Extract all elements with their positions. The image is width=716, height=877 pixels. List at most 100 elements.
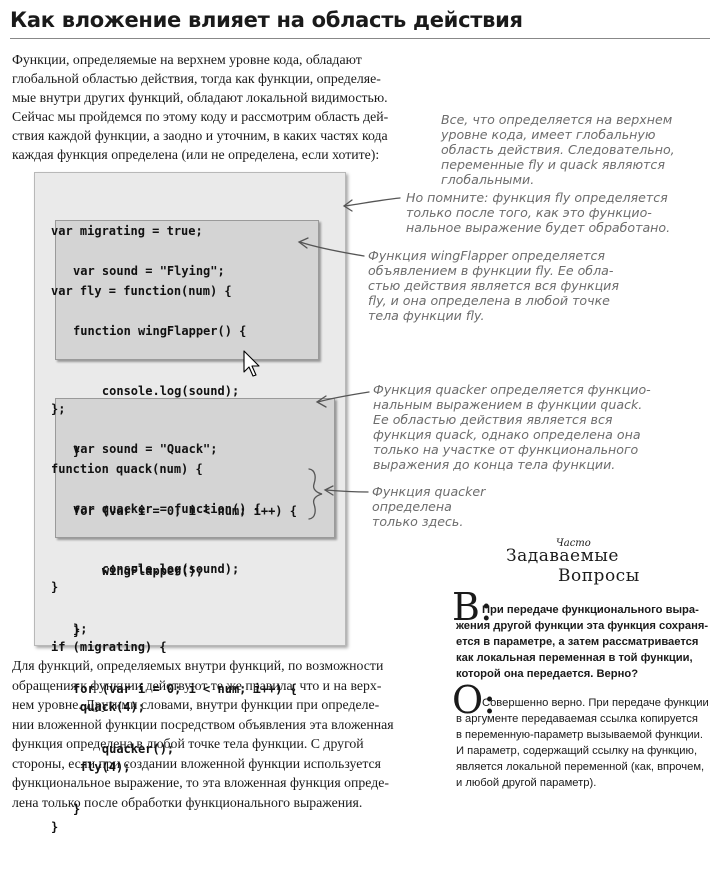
faq-question-line: При передаче функционального выра- (482, 604, 699, 616)
outro-line: Для функций, определяемых внутри функций… (12, 658, 384, 673)
faq-question-marker: В: (452, 585, 493, 629)
note-line: определена (372, 499, 452, 514)
code-line: function wingFlapper() { (73, 324, 247, 338)
note-line: объявлением в функции fly. Ее обла- (368, 263, 614, 278)
code-outer: }; function quack(num) { (51, 359, 203, 519)
mouse-cursor-icon (243, 350, 260, 377)
faq-answer: Совершенно верно. При передаче функции в… (456, 695, 709, 791)
faq-question-line: как локальная переменная в той функции, (456, 652, 693, 664)
arrow-to-fly (344, 197, 401, 207)
intro-line: мые внутри других функций, обладают лока… (12, 90, 388, 105)
faq-answer-line: в переменную-параметр вызываемой функции… (456, 729, 703, 741)
faq-header-small: Часто (556, 538, 591, 549)
fly-function-block (55, 220, 319, 360)
note-line: функция quack, однако определена она (373, 427, 641, 442)
code-line: } (73, 624, 81, 638)
note-line: переменные fly и quack являются (441, 157, 665, 172)
code-line: var fly = function(num) { (51, 284, 232, 298)
arrow-to-quacker (317, 391, 370, 403)
outro-line: стороны, если при создании вложенной фун… (12, 755, 381, 771)
code-line: function quack(num) { (51, 462, 203, 476)
annotation-arrows (243, 197, 401, 520)
code-outer: var migrating = true; var fly = function… (51, 181, 232, 341)
note-line: уровне кода, имеет глобальную (441, 127, 656, 142)
intro-line: глобальной областью действия, тогда как … (12, 71, 381, 86)
note-line: выражения до конца тела функции. (373, 457, 616, 472)
faq-header-word: Задаваемые (506, 546, 619, 566)
code-line: for (var i = 0; i < num; i++) { (73, 504, 297, 518)
code-line: } (73, 444, 81, 458)
faq-header-word: Вопросы (558, 566, 640, 586)
note-line: нальное выражение будет обработано. (406, 220, 671, 235)
quack-function-block (55, 398, 335, 538)
faq-answer-line: является локальной переменной (как, впро… (456, 761, 705, 773)
note-quacker-expression: Функция quacker определяется функцио- на… (373, 382, 651, 472)
note-line: только после того, как это функцио- (406, 205, 652, 220)
code-line: } (51, 580, 59, 594)
note-quacker-defined-here: Функция quacker определена только здесь. (372, 484, 485, 529)
note-line: нальным выражением в функции quack. (373, 397, 643, 412)
page-title: Как вложение влияет на область действия (10, 8, 523, 32)
note-line: Ее областью действия является вся (373, 412, 613, 427)
outro-paragraph: Для функций, определяемых внутри функций… (12, 656, 417, 812)
code-line: wingFlapper(); (73, 564, 204, 578)
arrow-to-for-loop (325, 489, 369, 493)
code-outer: } if (migrating) { quack(4); fly(4); } (51, 537, 167, 877)
faq-answer-marker: О: (452, 678, 496, 722)
code-line: }; (73, 622, 88, 636)
note-line: Функция wingFlapper определяется (368, 248, 605, 263)
code-line: fly(4); (51, 760, 131, 774)
code-line: for (var i = 0; i < num; i++) { (73, 682, 297, 696)
code-line: console.log(sound); (73, 384, 240, 398)
arrow-to-fly-head (342, 199, 353, 212)
outro-line: нем уровне. Другими словами, внутри функ… (12, 697, 380, 712)
code-line: quack(4); (51, 700, 145, 714)
code-line: console.log(sound); (73, 562, 240, 576)
code-line: var sound = "Quack"; (73, 442, 218, 456)
code-fly-body: var sound = "Flying"; function wingFlapp… (73, 221, 297, 681)
note-line: Но помните: функция fly определяется (406, 190, 668, 205)
faq-question-line: ется в параметре, а затем рассматриваетс… (456, 636, 699, 648)
faq-answer-line: в аргументе передаваемая ссылка копирует… (456, 713, 698, 725)
arrow-to-wingflapper (299, 241, 365, 257)
note-line: только на участке от функционального (373, 442, 639, 457)
faq-answer-line: Совершенно верно. При передаче функции (482, 697, 709, 709)
code-panel: var migrating = true; var fly = function… (34, 172, 346, 834)
arrow-to-quacker-head (315, 395, 327, 408)
note-line: область действия. Следовательно, (441, 142, 675, 157)
arrow-to-for-loop-head (323, 485, 334, 496)
intro-paragraph: Функции, определяемые на верхнем уровне … (12, 50, 417, 164)
note-line: fly, и она определена в любой точке (368, 293, 610, 308)
code-line: } (51, 820, 59, 834)
note-fly-definition: Но помните: функция fly определяется тол… (406, 190, 670, 235)
outro-line: нии вложенной функции посредством объявл… (12, 716, 394, 732)
note-line: Функция quacker определяется функцио- (373, 382, 651, 397)
outro-line: обращения к функции действуют те же прав… (12, 677, 382, 693)
faq-question-line: жения другой функции эта функция сохраня… (456, 620, 709, 632)
code-line: var quacker = function() { (73, 502, 261, 516)
outro-line: функция определена в любой точке тела фу… (12, 736, 364, 751)
note-line: тела функции fly. (368, 308, 485, 323)
note-wingflapper: Функция wingFlapper определяется объявле… (368, 248, 619, 323)
title-divider (10, 38, 710, 39)
code-line: if (migrating) { (51, 640, 167, 654)
faq-answer-line: И параметр, содержащий ссылку на функцию… (456, 745, 698, 757)
note-global-scope: Все, что определяется на верхнем уровне … (441, 112, 675, 187)
code-line: var migrating = true; (51, 224, 203, 238)
faq-header: Часто Задаваемые Вопросы (500, 538, 640, 588)
intro-line: Функции, определяемые на верхнем уровне … (12, 52, 362, 67)
intro-line: Сейчас мы пройдемся по этому коду и расс… (12, 109, 389, 124)
note-line: глобальными. (441, 172, 535, 187)
code-line: }; (51, 402, 66, 416)
outro-line: лена только после обработки функциональн… (12, 794, 363, 810)
code-line: quacker(); (73, 742, 175, 756)
intro-line: каждая функция определена (или не опреде… (12, 147, 380, 162)
arrow-to-wingflapper-head (297, 237, 309, 249)
faq-question-line: которой она передается. Верно? (456, 668, 639, 680)
outro-line: функциональное выражение, то эта вложенн… (12, 775, 389, 790)
intro-line: ствия каждой функции, а заодно и уточним… (12, 128, 388, 143)
curly-brace (308, 468, 323, 520)
faq-question: При передаче функционального выра- жения… (456, 602, 709, 682)
note-line: стью действия является вся функция (368, 278, 619, 293)
note-line: только здесь. (372, 514, 464, 529)
